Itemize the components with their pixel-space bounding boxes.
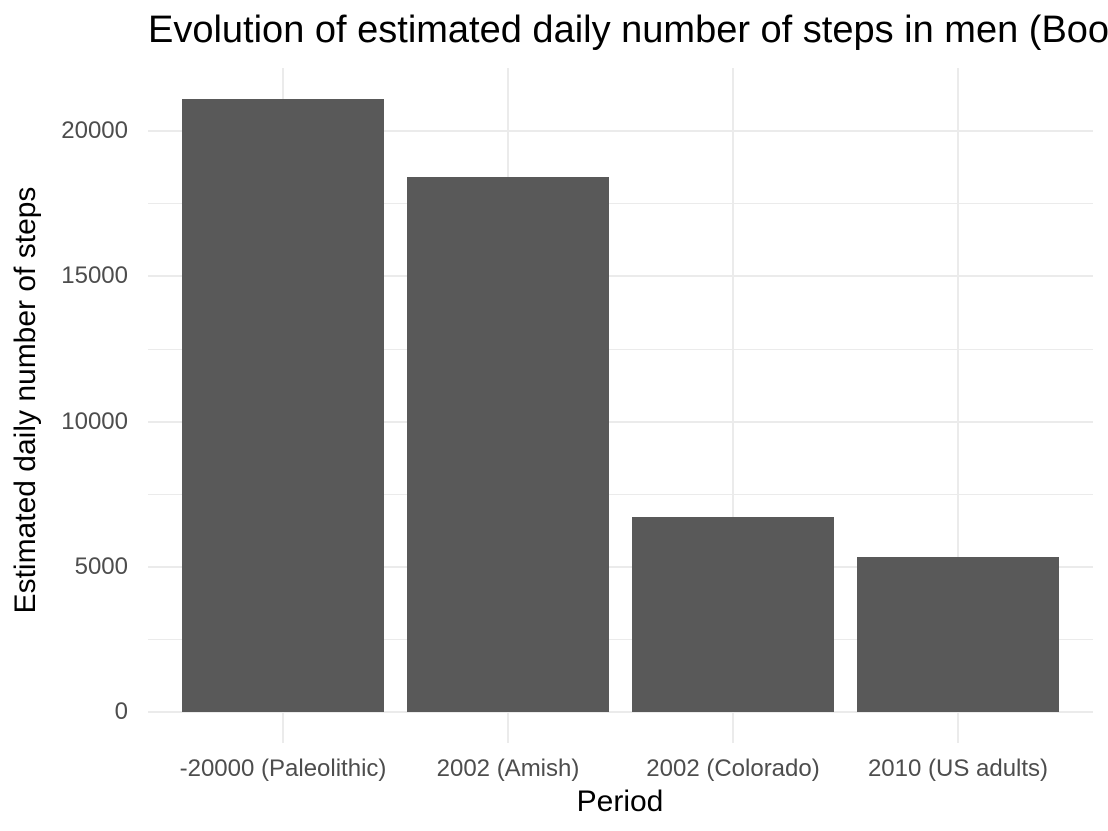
bar-2002 (Colorado)	[631, 516, 835, 713]
bar-2010 (US adults)	[856, 557, 1060, 713]
x-tick-label: -20000 (Paleolithic)	[179, 755, 387, 782]
x-tick-label: 2010 (US adults)	[867, 755, 1049, 782]
bar--20000 (Paleolithic)	[181, 98, 385, 713]
gridline-minor	[148, 639, 1093, 641]
x-axis-title: Period	[576, 785, 664, 818]
gridline-major	[148, 711, 1093, 714]
gridline-major	[148, 275, 1093, 278]
y-axis-title: Estimated daily number of steps	[9, 186, 42, 614]
plot-area	[148, 68, 1093, 743]
y-tick-label: 10000	[61, 407, 128, 435]
gridline-major	[148, 566, 1093, 569]
gridline-minor	[148, 493, 1093, 495]
gridline-vertical	[957, 68, 959, 743]
gridline-major	[148, 420, 1093, 423]
y-tick-label: 5000	[74, 553, 128, 581]
gridline-vertical	[732, 68, 734, 743]
gridline-minor	[148, 348, 1093, 350]
y-tick-label: 15000	[61, 262, 128, 290]
y-tick-label: 20000	[61, 117, 128, 145]
bar-2002 (Amish)	[406, 176, 610, 713]
gridline-minor	[148, 203, 1093, 205]
chart-title: Evolution of estimated daily number of s…	[148, 9, 1108, 51]
gridline-major	[148, 130, 1093, 133]
y-tick-label: 0	[114, 698, 128, 726]
x-tick-label: 2002 (Colorado)	[646, 755, 820, 782]
x-tick-label: 2002 (Amish)	[436, 755, 580, 782]
